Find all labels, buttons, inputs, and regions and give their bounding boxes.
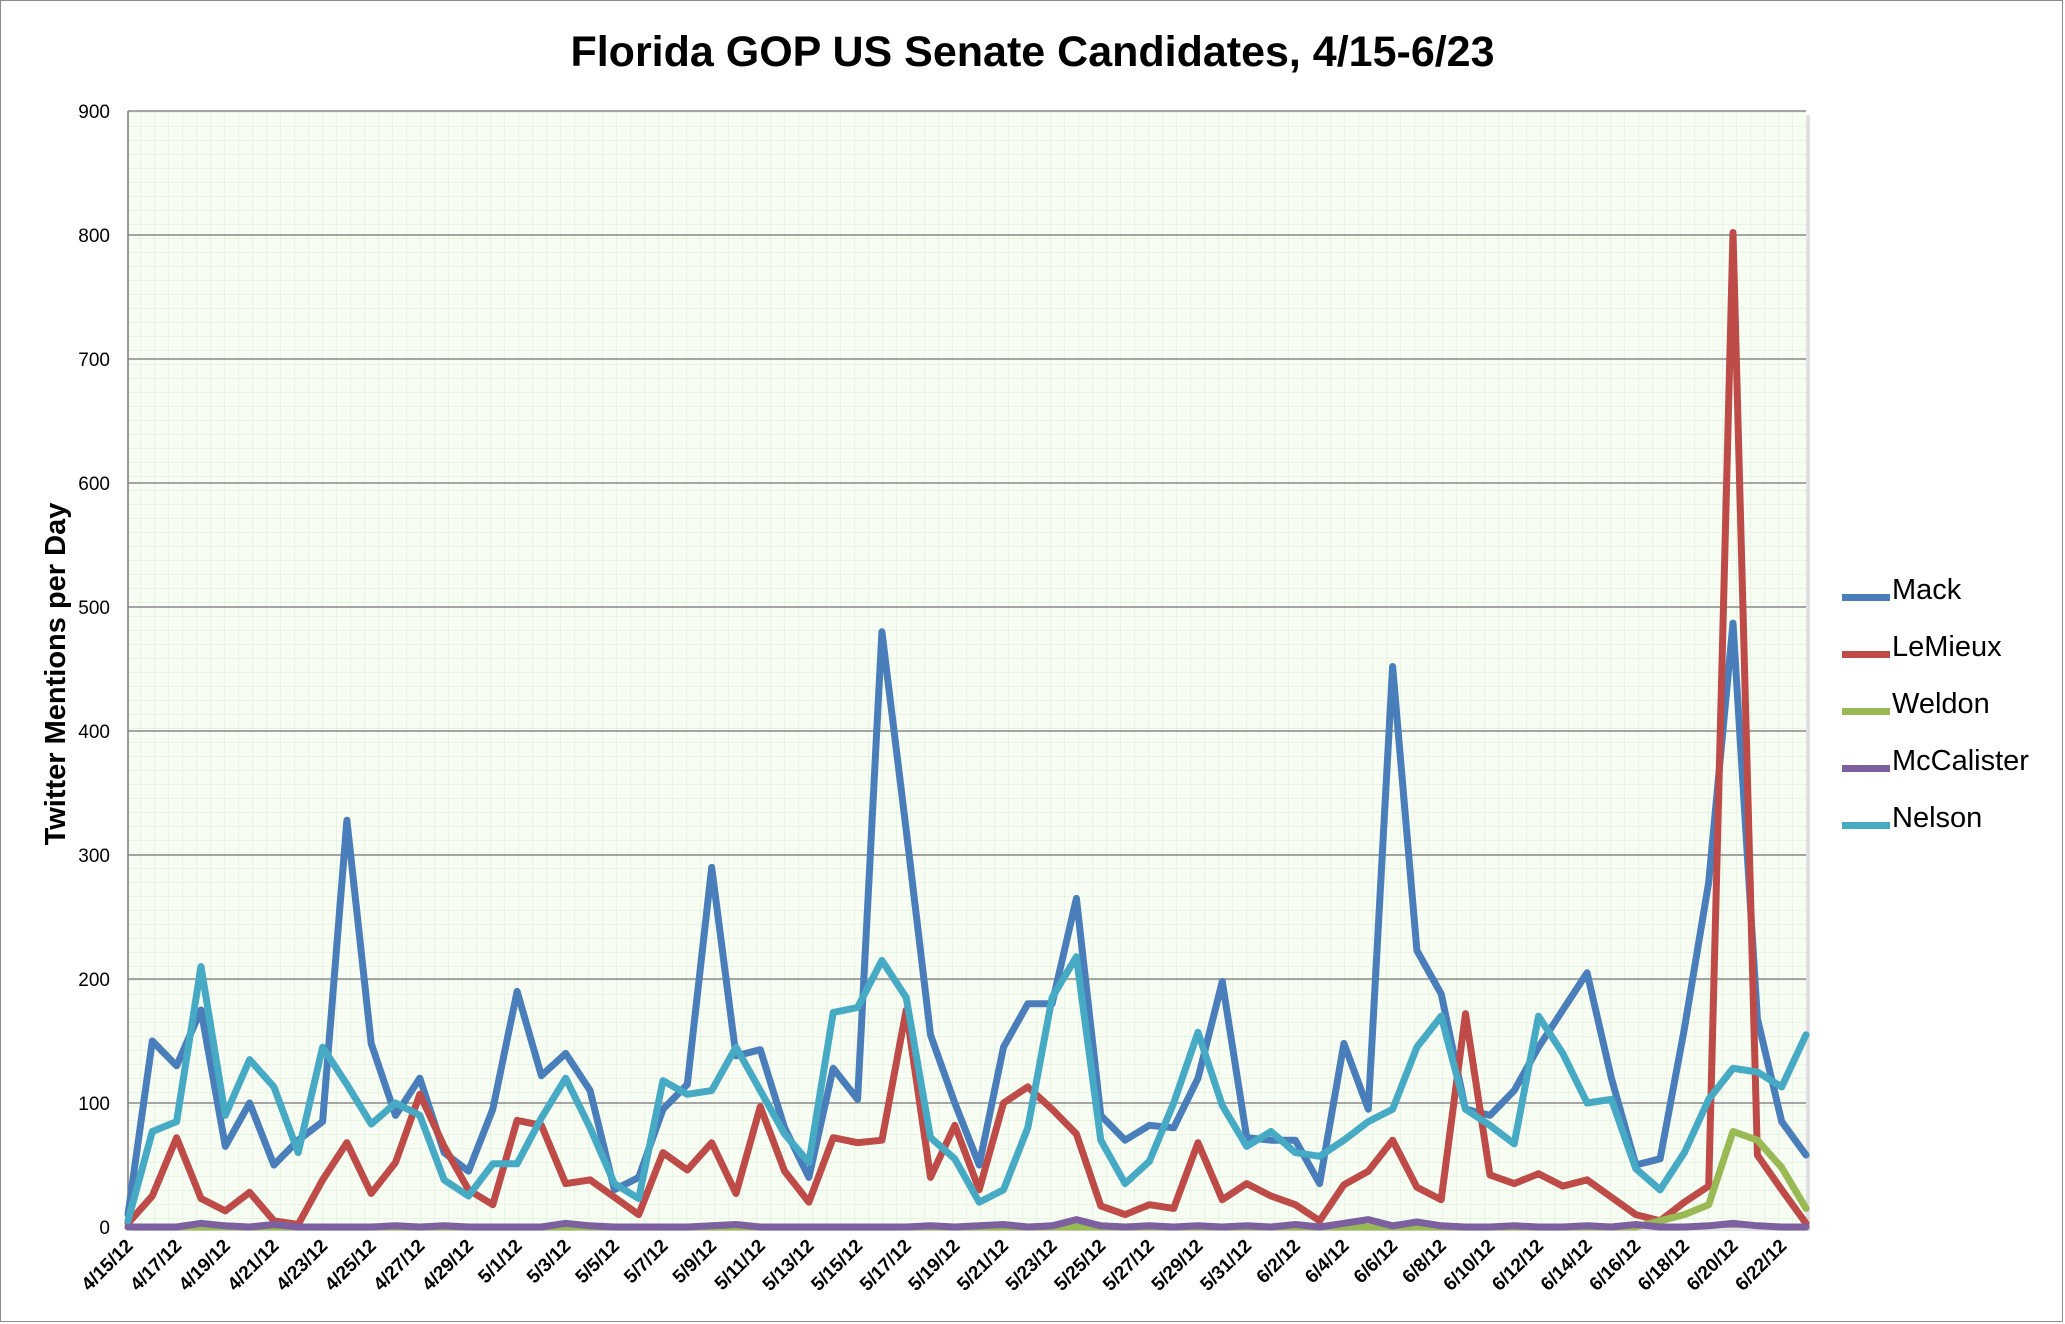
legend-label-lemieux: LeMieux — [1892, 631, 2002, 663]
legend-item-mccalister: McCalister — [1842, 741, 2052, 798]
x-tick-label: 6/2/12 — [1253, 1236, 1305, 1288]
x-tick-label: 5/17/12 — [856, 1236, 916, 1296]
x-tick-label: 4/23/12 — [272, 1236, 332, 1296]
y-tick-label: 900 — [78, 102, 110, 123]
series-line-mccalister — [124, 1216, 1810, 1231]
x-tick-label: 6/6/12 — [1350, 1236, 1402, 1288]
x-tick-label: 6/16/12 — [1586, 1236, 1646, 1296]
legend-item-weldon: Weldon — [1842, 684, 2052, 741]
x-tick-label: 6/18/12 — [1634, 1236, 1694, 1296]
legend-swatch-weldon — [1842, 708, 1890, 715]
y-tick-label: 800 — [78, 226, 110, 247]
x-tick-label: 4/29/12 — [418, 1236, 478, 1296]
legend-item-lemieux: LeMieux — [1842, 627, 2052, 684]
y-tick-label: 300 — [78, 846, 110, 867]
x-tick-label: 5/21/12 — [953, 1236, 1013, 1296]
x-tick-label: 4/15/12 — [78, 1236, 138, 1296]
minor-grid — [128, 111, 1806, 1227]
x-tick-label: 4/19/12 — [175, 1236, 235, 1296]
x-tick-label: 5/15/12 — [807, 1236, 867, 1296]
x-tick-label: 6/20/12 — [1683, 1236, 1743, 1296]
chart-title: Florida GOP US Senate Candidates, 4/15-6… — [570, 28, 1495, 76]
y-tick-label: 100 — [78, 1094, 110, 1115]
y-tick-label: 700 — [78, 350, 110, 371]
x-tick-label: 4/17/12 — [126, 1236, 186, 1296]
legend-label-weldon: Weldon — [1892, 688, 1990, 720]
x-tick-label: 5/25/12 — [1051, 1236, 1111, 1296]
x-tick-label: 5/31/12 — [1197, 1236, 1257, 1296]
legend-swatch-lemieux — [1842, 651, 1890, 658]
y-tick-label: 400 — [78, 722, 110, 743]
y-tick-label: 600 — [78, 474, 110, 495]
x-tick-label: 4/21/12 — [224, 1236, 284, 1296]
x-tick-label: 6/22/12 — [1732, 1236, 1792, 1296]
x-tick-label: 6/10/12 — [1440, 1236, 1500, 1296]
series-line-lemieux — [124, 229, 1810, 1228]
x-tick-label: 4/27/12 — [370, 1236, 430, 1296]
x-tick-label: 4/25/12 — [321, 1236, 381, 1296]
x-tick-label: 5/3/12 — [523, 1236, 575, 1288]
x-tick-label: 5/7/12 — [620, 1236, 672, 1288]
legend-label-nelson: Nelson — [1892, 802, 1983, 834]
x-tick-label: 5/1/12 — [474, 1236, 526, 1288]
legend-item-nelson: Nelson — [1842, 798, 2052, 855]
x-tick-label: 5/29/12 — [1148, 1236, 1208, 1296]
legend-item-mack: Mack — [1842, 570, 2052, 627]
x-tick-label: 5/27/12 — [1099, 1236, 1159, 1296]
y-tick-label: 0 — [99, 1218, 110, 1239]
x-tick-label: 5/23/12 — [1002, 1236, 1062, 1296]
x-tick-label: 5/19/12 — [905, 1236, 965, 1296]
x-tick-label: 6/14/12 — [1537, 1236, 1597, 1296]
legend-label-mccalister: McCalister — [1892, 745, 2029, 777]
legend: Mack LeMieux Weldon McCalister Nelson — [1842, 570, 2052, 855]
legend-label-mack: Mack — [1892, 574, 1962, 606]
x-tick-label: 6/4/12 — [1301, 1236, 1353, 1288]
x-tick-label: 6/12/12 — [1488, 1236, 1548, 1296]
legend-swatch-mack — [1842, 594, 1890, 601]
legend-swatch-nelson — [1842, 822, 1890, 829]
x-tick-label: 5/13/12 — [759, 1236, 819, 1296]
series-line-nelson — [124, 953, 1810, 1225]
y-tick-label: 200 — [78, 970, 110, 991]
legend-swatch-mccalister — [1842, 765, 1890, 772]
y-tick-label: 500 — [78, 598, 110, 619]
x-tick-label: 5/11/12 — [711, 1236, 770, 1295]
x-tick-label: 5/5/12 — [572, 1236, 624, 1288]
